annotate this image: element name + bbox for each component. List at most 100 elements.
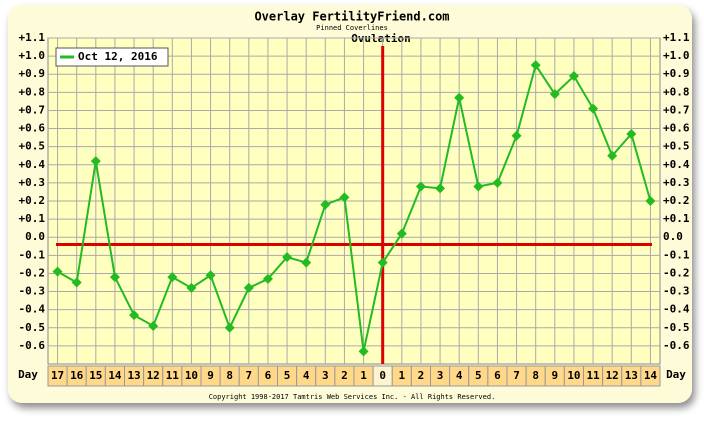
y-tick-label-right: -0.6 [663,339,690,352]
point [511,130,522,141]
day-cell [640,365,661,387]
y-tick-label: +0.4 [19,158,46,171]
x-tick-label: 13 [127,369,140,382]
x-tick-label: 3 [437,369,444,382]
legend-box [55,47,169,67]
point [90,156,101,167]
x-tick-label: 8 [226,369,233,382]
chart-title: Overlay FertilityFriend.com [254,10,449,24]
point [129,310,140,321]
y-tick-label: +0.9 [19,67,46,80]
point [549,89,560,100]
point [167,272,178,283]
y-tick-label-right: -0.3 [663,285,690,298]
y-tick-label-right: +0.3 [663,176,690,189]
y-tick-label: -0.3 [19,285,46,298]
y-tick-label: +1.1 [19,31,46,44]
y-tick-label: +0.5 [19,140,46,153]
y-tick-label-right: +0.4 [663,158,690,171]
point [109,272,120,283]
footer: Copyright 1998-2017 Tamtris Web Services… [209,393,496,401]
y-tick-label-right: +0.5 [663,140,690,153]
point [530,60,541,71]
point [71,277,82,288]
y-tick-label-right: +0.7 [663,103,690,116]
x-tick-label: 2 [341,369,348,382]
y-tick-label: +0.6 [19,122,46,135]
y-tick-label-right: -0.1 [663,248,690,261]
y-tick-label-right: +0.8 [663,85,690,98]
x-tick-label: 0 [379,369,386,382]
x-tick-label: 6 [265,369,272,382]
point [377,257,388,268]
y-tick-label-right: +1.0 [663,49,690,62]
point [454,92,465,103]
point [626,128,637,139]
y-tick-label: -0.4 [19,303,46,316]
y-tick-label: -0.2 [19,266,46,279]
layer: +1.1 +1.1 +1.0 +1.0 +0.9 +0.9 +0.8 +0.8 +0.7 +0.7… [19,31,690,387]
x-tick-label: 10 [185,369,198,382]
point [339,192,350,203]
y-tick-label-right: -0.4 [663,303,690,316]
point [186,282,197,293]
x-tick-label: 5 [475,369,482,382]
x-tick-label: 4 [303,369,310,382]
point [205,270,216,281]
y-tick-label: +0.1 [19,212,46,225]
x-tick-label: 7 [246,369,253,382]
x-tick-label: 12 [147,369,160,382]
x-tick-label: 15 [89,369,102,382]
x-tick-label: 13 [625,369,638,382]
y-tick-label: +0.2 [19,194,46,207]
y-tick-label-right: +0.1 [663,212,690,225]
y-tick-label: -0.6 [19,339,46,352]
y-tick-label: -0.5 [19,321,46,334]
y-tick-label-right: +0.6 [663,122,690,135]
x-tick-label: 3 [322,369,329,382]
chart-subtitle: Pinned Coverlines [316,24,388,32]
x-tick-label: 12 [606,369,619,382]
y-tick-label-right: 0.0 [663,230,683,243]
x-tick-label: 1 [360,369,367,382]
y-tick-label: +0.7 [19,103,46,116]
point [607,150,618,161]
y-tick-label: 0.0 [25,230,45,243]
x-tick-label: 5 [284,369,291,382]
x-axis-label: Day [666,368,686,381]
y-tick-label: -0.1 [19,248,46,261]
point [262,273,273,284]
point [148,320,159,331]
point [435,183,446,194]
x-tick-label: 4 [456,369,463,382]
x-tick-label: 11 [586,369,600,382]
x-tick-label: 8 [532,369,539,382]
point [396,228,407,239]
legend-label: Oct 12, 2016 [78,50,158,63]
x-tick-label: 1 [399,369,406,382]
point [645,196,656,206]
point [473,181,484,192]
point [282,252,293,263]
point [568,71,579,82]
y-tick-label-right: -0.2 [663,266,690,279]
x-tick-label: 10 [567,369,580,382]
point [52,266,63,277]
x-tick-label: 7 [513,369,520,382]
y-tick-label-right: +0.2 [663,194,690,207]
point [415,181,426,192]
x-tick-label: 9 [552,369,559,382]
point [492,177,503,188]
y-tick-label-right: +0.9 [663,67,690,80]
point [358,346,369,357]
y-tick-label: +1.0 [19,49,46,62]
y-tick-label: +0.8 [19,85,46,98]
series-line [57,62,652,352]
point [301,257,312,268]
x-tick-label: 16 [70,369,84,382]
y-tick-label-right: -0.5 [663,321,690,334]
x-tick-label: 9 [207,369,214,382]
x-tick-label: 11 [166,369,180,382]
point [588,103,599,114]
